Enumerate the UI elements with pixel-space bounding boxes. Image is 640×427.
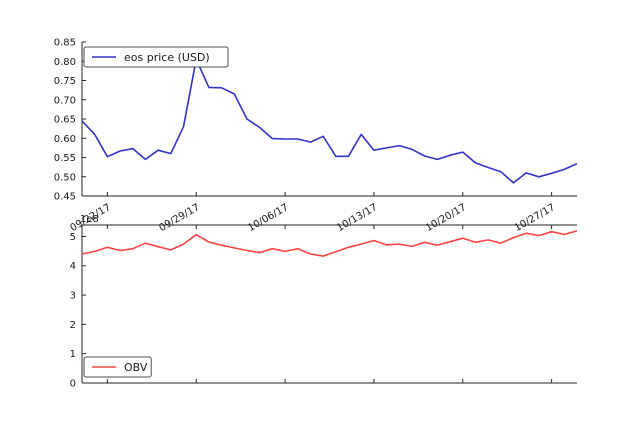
y-tick-label: 4 [70, 261, 76, 272]
y-tick-label: 0 [70, 379, 76, 390]
x-tick-label-date: 10/06/17 [246, 202, 290, 234]
y-tick-label: 0.65 [54, 115, 76, 126]
legend-box [83, 46, 229, 68]
y-tick-label: 5 [70, 232, 76, 243]
y-tick-label: 0.45 [54, 192, 76, 203]
y-tick-label: 0.55 [54, 153, 76, 164]
x-tick-label-date: 09/29/17 [157, 202, 201, 234]
legend: eos price (USD) [83, 46, 229, 68]
x-tick-label-date: 10/27/17 [513, 202, 557, 234]
y-tick-label: 0.70 [54, 95, 76, 106]
eos-price-line [81, 58, 578, 184]
legend-box [83, 356, 152, 378]
y-tick-label: 0.85 [54, 38, 76, 49]
y-tick-label: 0.75 [54, 76, 76, 87]
y-tick-label: 0.50 [54, 172, 76, 183]
y-tick-label: 0.80 [54, 57, 76, 68]
x-tick-label-date: 10/20/17 [424, 202, 468, 234]
subplot-eos-price: 0.45 0.50 0.55 0.60 0.65 0.70 0.75 0.80 0.85 09/2… [54, 38, 578, 234]
legend: OBV [83, 356, 152, 378]
subplot-obv: 0 1 2 3 4 5 1e8 OBV [70, 214, 578, 390]
legend-label: eos price (USD) [124, 51, 210, 64]
y-axis-offset-label: 1e8 [80, 214, 99, 225]
y-tick-label: 1 [70, 349, 76, 360]
y-tick-label: 2 [70, 320, 76, 331]
y-tick-label: 0.60 [54, 134, 76, 145]
legend-label: OBV [124, 361, 148, 374]
obv-line [81, 230, 578, 257]
x-tick-label-date: 10/13/17 [335, 202, 379, 234]
y-tick-label: 3 [70, 291, 76, 302]
